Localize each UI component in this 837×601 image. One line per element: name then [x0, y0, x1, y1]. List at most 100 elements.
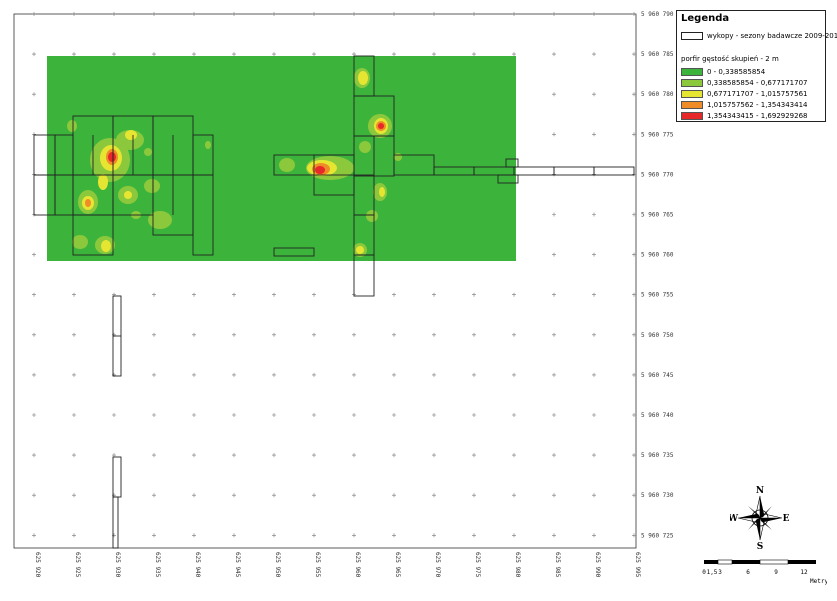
grid-cross — [632, 92, 636, 97]
grid-cross — [32, 533, 36, 538]
grid-cross — [512, 372, 516, 377]
grid-cross — [552, 533, 556, 538]
grid-cross — [432, 12, 436, 16]
legend: Legenda wykopy - sezony badawcze 2009-20… — [676, 10, 837, 122]
grid-cross — [472, 332, 476, 337]
grid-cross — [112, 413, 116, 417]
grid-cross — [72, 453, 76, 458]
grid-cross — [32, 292, 36, 297]
scale-tick-label: 9 — [774, 569, 778, 576]
x-tick-label: 625 955 — [314, 552, 321, 578]
grid-cross — [552, 453, 556, 458]
x-axis-labels: 625 920 625 925 625 930 625 935 625 940 625 9… — [34, 552, 641, 578]
grid-cross — [272, 372, 276, 377]
map-frame — [13, 13, 637, 549]
grid-cross — [192, 332, 196, 337]
legend-swatch — [681, 112, 703, 120]
grid-cross — [592, 212, 596, 217]
x-tick-label: 625 975 — [474, 552, 481, 578]
grid-cross — [32, 92, 36, 97]
grid-cross — [592, 52, 596, 57]
grid-cross — [432, 52, 436, 57]
grid-cross — [32, 493, 36, 498]
grid-cross — [32, 52, 36, 57]
legend-trench-row: wykopy - sezony badawcze 2009-2012 — [681, 31, 837, 41]
grid-cross — [592, 252, 596, 257]
x-tick-label: 625 945 — [234, 552, 241, 578]
grid-cross — [112, 52, 116, 57]
grid-cross — [472, 52, 476, 57]
compass-rose-icon: N S E W — [730, 486, 790, 550]
x-tick-label: 625 995 — [634, 552, 641, 578]
scale-unit: Metry — [810, 578, 827, 585]
legend-swatch — [681, 101, 703, 109]
grid-cross — [72, 413, 76, 417]
grid-cross — [232, 292, 236, 297]
trenches — [33, 55, 635, 549]
grid-cross — [512, 493, 516, 498]
grid-cross — [632, 533, 636, 538]
legend-subtitle: porfir gęstość skupień - 2 m — [681, 55, 779, 63]
grid-cross — [632, 292, 636, 297]
grid-cross — [472, 493, 476, 498]
grid-cross — [152, 52, 156, 57]
x-tick-label: 625 965 — [394, 552, 401, 578]
grid-cross — [192, 453, 196, 458]
y-tick-label: 5 960 770 — [641, 171, 674, 178]
x-tick-label: 625 980 — [514, 552, 521, 578]
grid-cross — [32, 453, 36, 458]
grid-cross — [432, 493, 436, 498]
legend-class-label: 0 - 0,338585854 — [707, 68, 766, 76]
grid-cross — [72, 493, 76, 498]
grid-cross — [472, 453, 476, 458]
grid-cross — [552, 372, 556, 377]
legend-class-row: 0,338585854 - 0,677171707 — [681, 78, 808, 88]
grid-cross — [432, 332, 436, 337]
grid-cross — [72, 332, 76, 337]
scale-tick-label: 1,5 — [707, 569, 718, 576]
grid-cross — [112, 12, 116, 16]
grid-cross — [392, 413, 396, 417]
grid-cross — [72, 533, 76, 538]
y-tick-label: 5 960 785 — [641, 51, 674, 58]
grid-cross — [592, 533, 596, 538]
grid-cross — [552, 252, 556, 257]
x-tick-label: 625 960 — [354, 552, 361, 578]
trench-swatch — [681, 32, 703, 40]
grid-cross — [632, 413, 636, 417]
y-tick-label: 5 960 735 — [641, 452, 674, 459]
grid-cross — [512, 332, 516, 337]
grid-cross — [312, 372, 316, 377]
grid-cross — [552, 92, 556, 97]
grid-cross — [592, 132, 596, 137]
grid-cross — [72, 372, 76, 377]
grid-cross — [312, 52, 316, 57]
grid-cross — [632, 493, 636, 498]
grid-cross — [152, 12, 156, 16]
scale-tick-label: 0 — [702, 569, 706, 576]
grid-cross — [432, 533, 436, 538]
x-tick-label: 625 985 — [554, 552, 561, 578]
y-tick-label: 5 960 740 — [641, 412, 674, 419]
grid-cross — [632, 453, 636, 458]
grid-cross — [512, 533, 516, 538]
grid-cross — [432, 372, 436, 377]
grid-cross — [592, 92, 596, 97]
grid-cross — [32, 372, 36, 377]
grid-cross — [352, 372, 356, 377]
grid-cross — [432, 413, 436, 417]
grid-cross — [312, 533, 316, 538]
grid-cross — [432, 453, 436, 458]
scale-tick-label: 12 — [800, 569, 808, 576]
grid-cross — [32, 12, 36, 16]
grid-cross — [192, 292, 196, 297]
legend-title: Legenda — [681, 13, 730, 24]
grid-cross — [632, 52, 636, 57]
grid-cross — [312, 453, 316, 458]
grid-cross — [432, 292, 436, 297]
x-tick-label: 625 925 — [74, 552, 81, 578]
y-tick-label: 5 960 775 — [641, 131, 674, 138]
y-tick-label: 5 960 760 — [641, 252, 674, 259]
x-tick-label: 625 990 — [594, 552, 601, 578]
grid-cross — [552, 12, 556, 16]
